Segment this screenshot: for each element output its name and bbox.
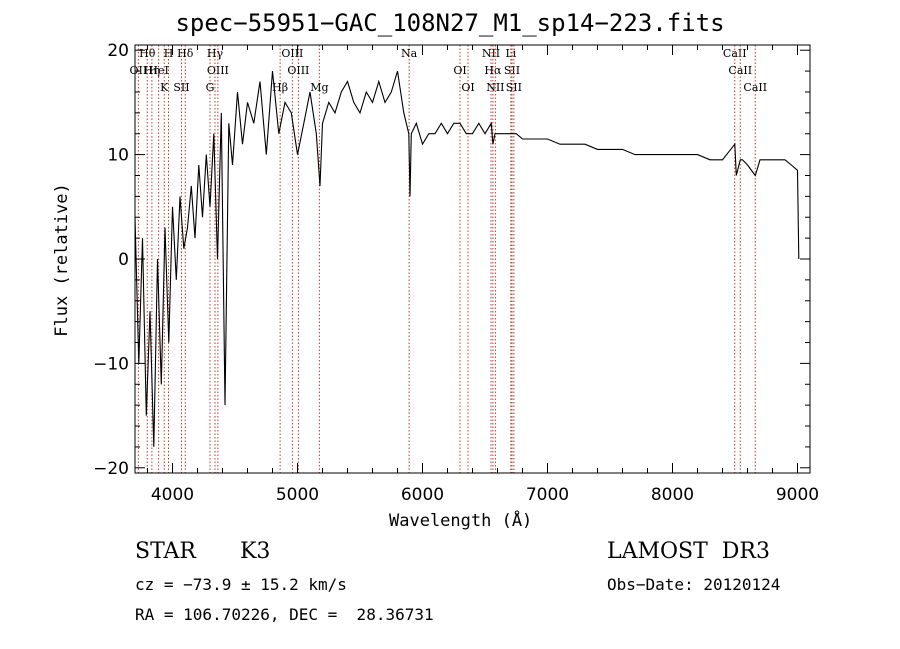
line-marker-label: Hγ [207, 47, 224, 60]
survey-name: LAMOST DR3 [607, 539, 770, 564]
x-tick-label: 7000 [526, 485, 569, 505]
line-marker-label: CaII [728, 64, 752, 77]
y-tick-label: 20 [107, 41, 129, 61]
line-marker-label: Mg [310, 81, 328, 94]
redshift-readout: cz = −73.9 ± 15.2 km/s [135, 575, 347, 594]
line-marker-label: OIII [281, 47, 303, 60]
obs-date: Obs−Date: 20120124 [607, 575, 781, 594]
x-tick-label: 6000 [401, 485, 444, 505]
x-tick-label: 8000 [651, 485, 694, 505]
line-marker-label: OIII [207, 64, 229, 77]
line-marker-label: OII [130, 64, 148, 77]
line-marker-label: OI [461, 81, 474, 94]
line-marker-label: OI [453, 64, 466, 77]
line-marker-label: SII [506, 81, 522, 94]
line-marker-label: OIII [287, 64, 309, 77]
y-tick-label: 0 [118, 250, 129, 270]
line-marker-label: Li [505, 47, 516, 60]
x-tick-label: 9000 [776, 485, 819, 505]
object-class: STAR [135, 539, 196, 564]
x-axis-label: Wavelength (Å) [389, 511, 533, 531]
y-axis-label: Flux (relative) [52, 183, 72, 337]
spectrum-line [134, 70, 800, 447]
line-marker-label: H [164, 47, 174, 60]
x-tick-label: 4000 [151, 485, 194, 505]
line-marker-label: G [206, 81, 215, 94]
line-marker-label: CaII [723, 47, 747, 60]
line-marker-label: Hη [144, 64, 160, 77]
line-marker-label: Na [401, 47, 418, 60]
coordinates: RA = 106.70226, DEC = 28.36731 [135, 605, 434, 624]
line-marker-label: Hδ [177, 47, 194, 60]
line-marker-label: CaII [743, 81, 767, 94]
line-marker-label: Hβ [272, 81, 288, 94]
line-marker-label: SII [504, 64, 520, 77]
line-marker-label: NII [486, 81, 504, 94]
line-marker-label: SII [173, 81, 189, 94]
line-marker-label: K [160, 81, 169, 94]
y-tick-label: 10 [107, 146, 129, 166]
y-tick-label: −20 [93, 459, 129, 479]
line-marker-label: HeI [148, 64, 168, 77]
y-tick-label: −10 [93, 354, 129, 374]
line-marker-label: Hα [484, 64, 502, 77]
object-subclass: K3 [240, 539, 271, 564]
x-tick-label: 5000 [276, 485, 319, 505]
chart-title: spec−55951−GAC_108N27_M1_sp14−223.fits [175, 9, 725, 37]
